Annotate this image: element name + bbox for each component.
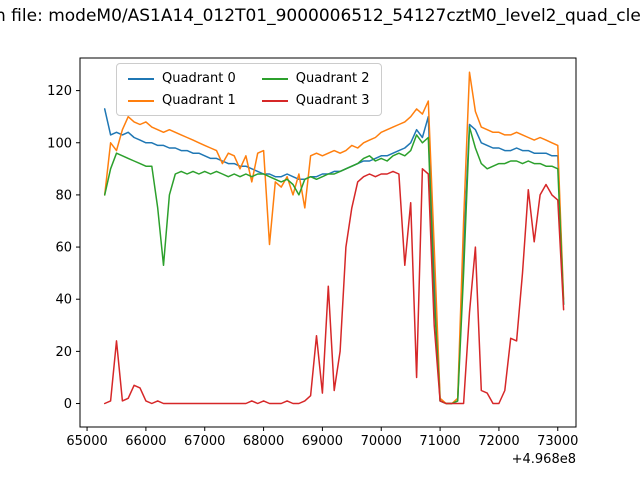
series-line-quadrant-3 [103, 168, 565, 405]
x-tick-label: 73000 [537, 434, 578, 449]
y-tick-label: 100 [47, 136, 72, 151]
legend-label: Quadrant 0 [162, 71, 236, 86]
legend-swatch [261, 99, 288, 102]
legend-item: Quadrant 1 [128, 93, 236, 108]
legend-label: Quadrant 2 [295, 71, 370, 86]
y-tick-label: 40 [55, 293, 72, 308]
legend-swatch [128, 77, 154, 80]
y-tick-label: 20 [55, 345, 72, 360]
axes-frame [79, 57, 577, 428]
x-tick-label: 69000 [302, 434, 343, 449]
legend: Quadrant 0 Quadrant 1 Quadrant 2 Quadran… [116, 63, 382, 116]
axis-ticks: 65000 66000 67000 68000 69000 70000 71000 72000… [47, 84, 578, 467]
legend-item: Quadrant 0 [128, 71, 236, 86]
x-tick-label: 68000 [243, 434, 284, 449]
y-tick-label: 120 [47, 84, 72, 99]
legend-label: Quadrant 1 [162, 93, 236, 108]
legend-item: Quadrant 2 [261, 71, 370, 86]
plot-title: n file: modeM0/AS1A14_012T01_9000006512_… [0, 6, 640, 26]
legend-swatch [261, 77, 288, 80]
x-axis-offset-label: +4.968e8 [512, 452, 576, 467]
series-lines [103, 71, 565, 405]
series-line-quadrant-0 [103, 108, 565, 405]
series-line-quadrant-2 [103, 126, 565, 405]
legend-item: Quadrant 3 [261, 93, 370, 108]
y-tick-label: 0 [64, 397, 72, 412]
legend-swatch [128, 99, 154, 102]
x-tick-label: 67000 [184, 434, 225, 449]
series-line-quadrant-1 [103, 71, 565, 405]
y-tick-label: 80 [55, 188, 72, 203]
x-tick-label: 71000 [419, 434, 460, 449]
x-tick-label: 72000 [478, 434, 519, 449]
legend-label: Quadrant 3 [295, 93, 370, 108]
x-tick-label: 70000 [361, 434, 402, 449]
x-tick-label: 66000 [125, 434, 166, 449]
x-tick-label: 65000 [66, 434, 107, 449]
y-tick-label: 60 [55, 241, 72, 256]
